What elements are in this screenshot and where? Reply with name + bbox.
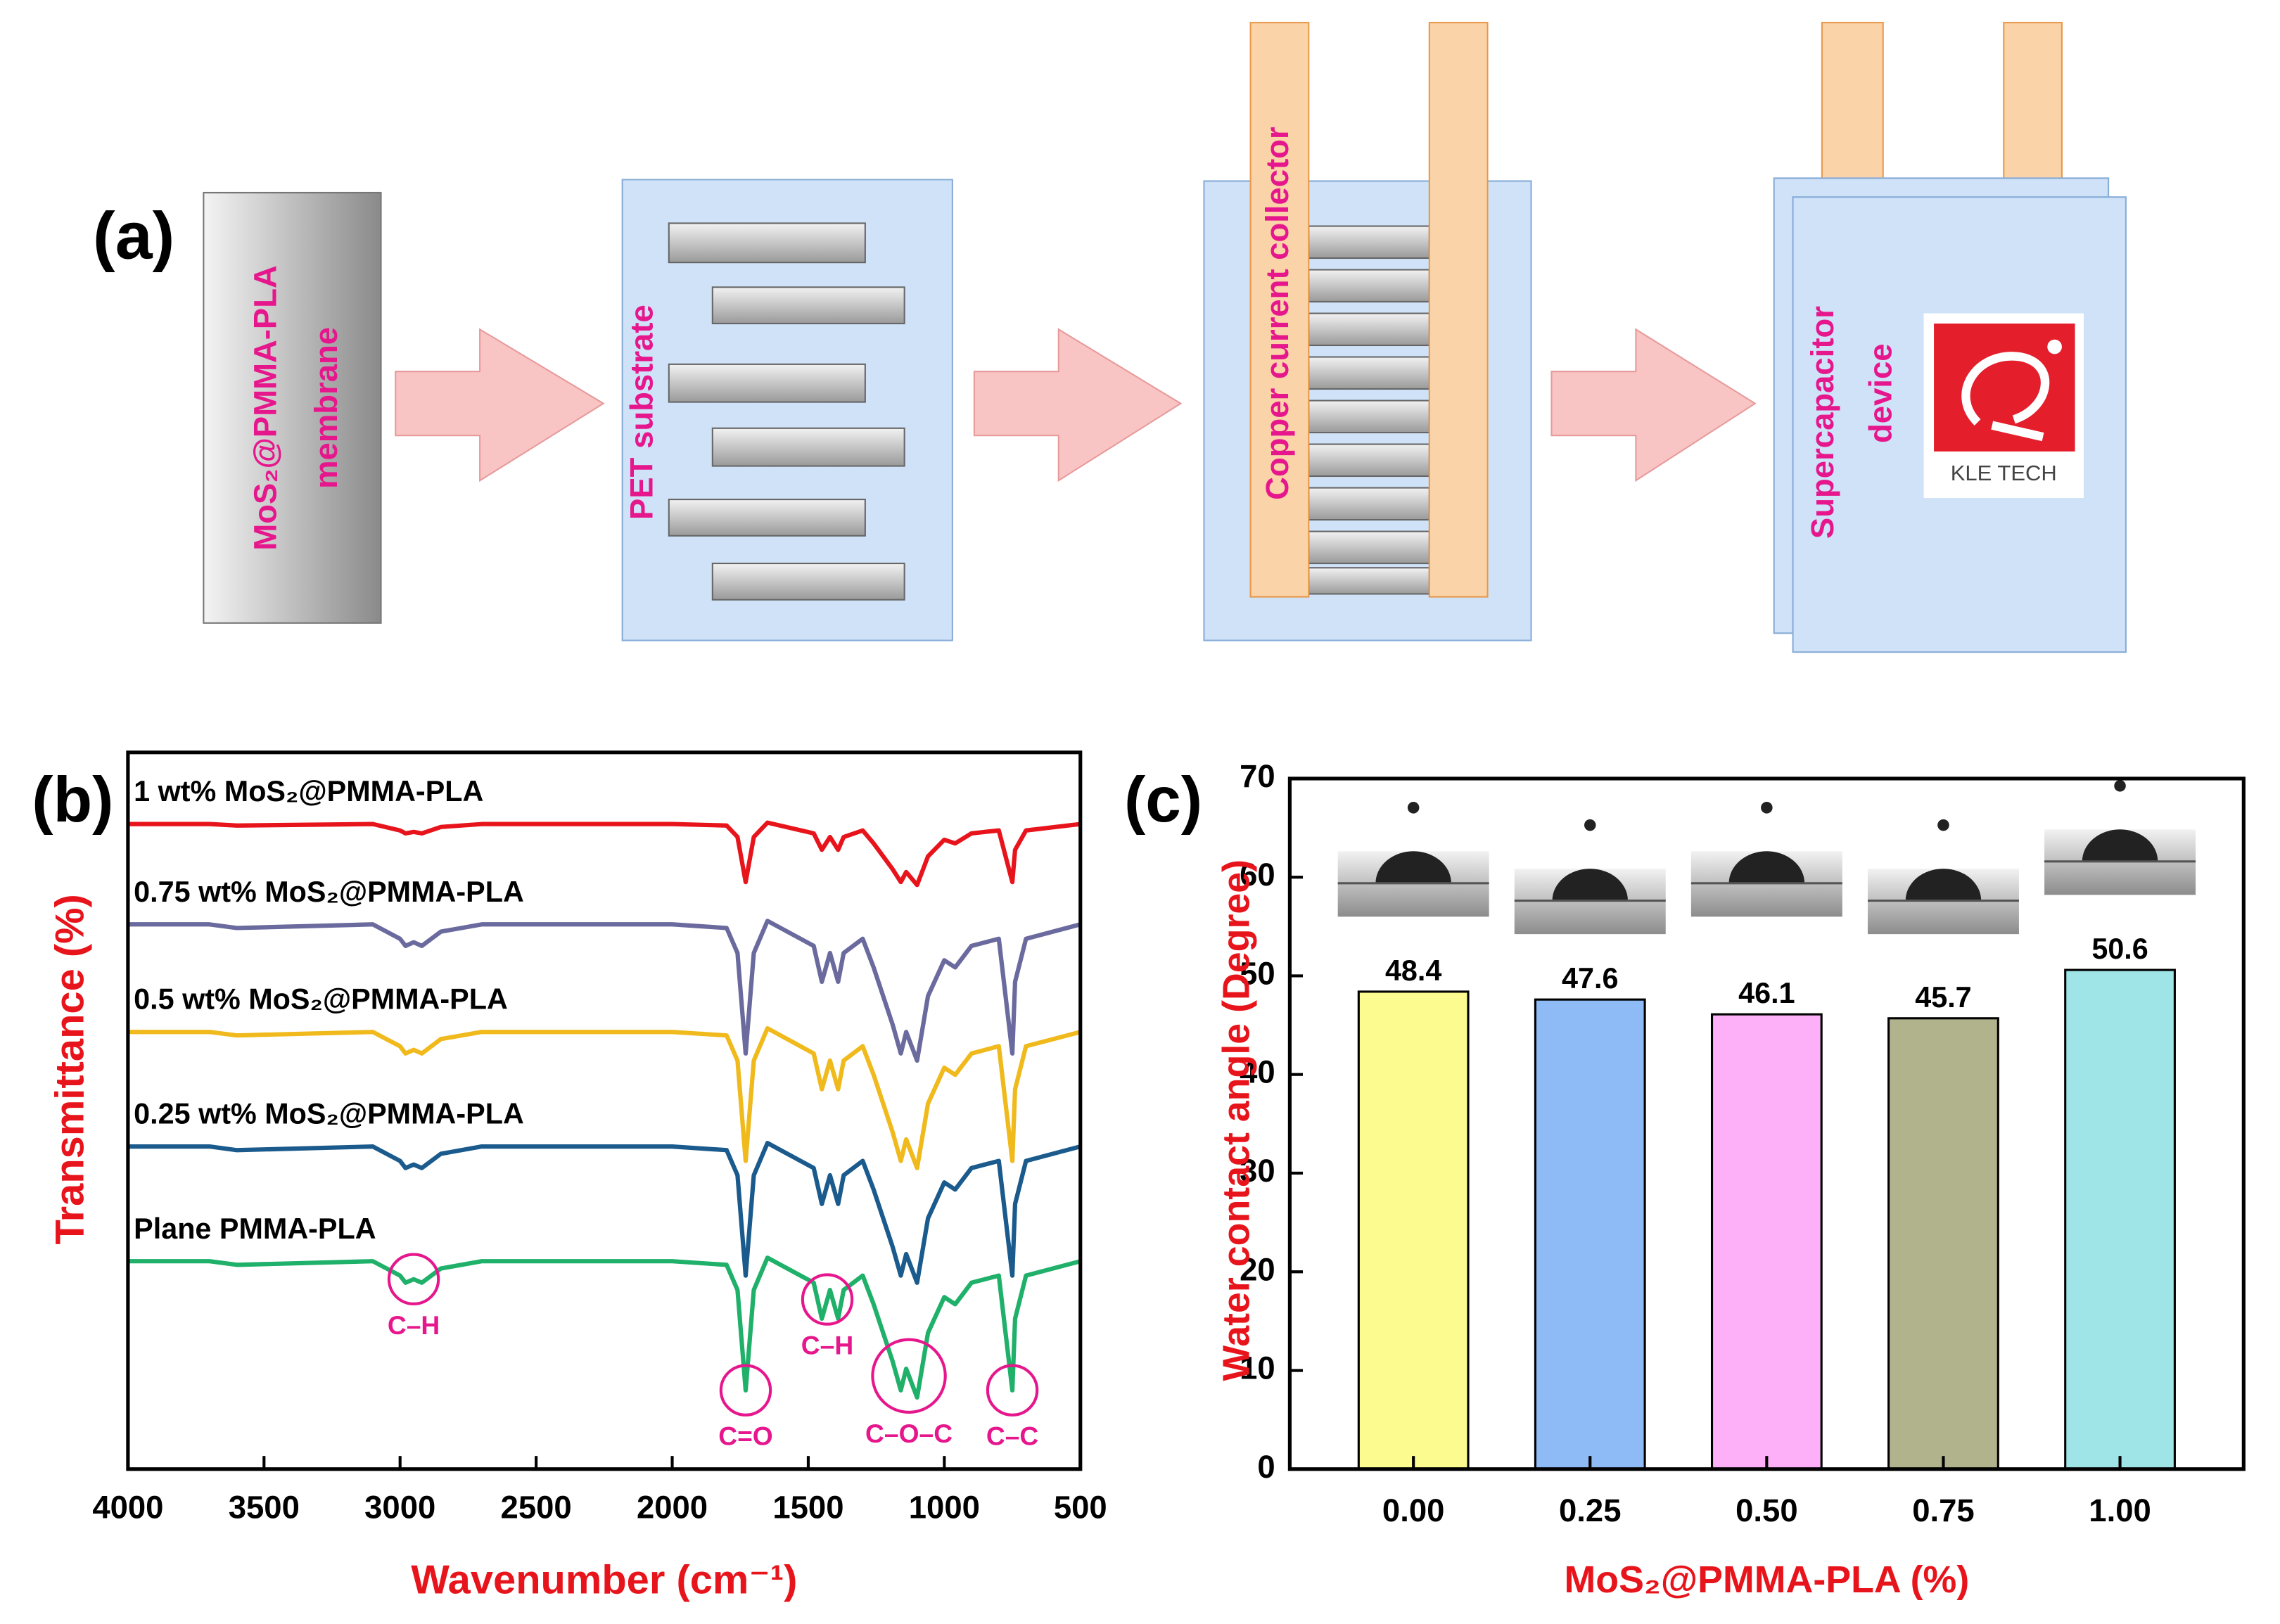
spectrum — [127, 919, 1081, 1063]
y-axis-label: Transmittance (%) — [48, 894, 93, 1244]
falling-drop — [1761, 802, 1773, 814]
logo-text: KLE TECH — [1951, 461, 2057, 485]
logo-dot — [2047, 339, 2062, 354]
x-tick-label: 0.00 — [1382, 1492, 1444, 1528]
value-label: 47.6 — [1562, 962, 1618, 995]
series-label: 0.25 wt% MoS₂@PMMA-PLA — [134, 1098, 524, 1130]
droplet — [1552, 869, 1629, 901]
droplet — [1905, 869, 1982, 901]
y-tick-label: 10 — [1240, 1350, 1275, 1386]
value-label: 45.7 — [1915, 981, 1971, 1014]
falling-drop — [1584, 819, 1596, 831]
logo-q — [1961, 352, 2050, 442]
x-tick-label: 3000 — [364, 1490, 435, 1526]
band-circle — [986, 1364, 1039, 1417]
band-circle — [871, 1338, 947, 1414]
x-tick-label: 2000 — [637, 1490, 708, 1526]
tab — [2003, 22, 2063, 198]
bar — [1534, 998, 1646, 1471]
y-tick-label: 20 — [1240, 1251, 1275, 1287]
value-label: 46.1 — [1738, 977, 1795, 1009]
spectrum — [127, 1025, 1081, 1170]
y-tick-label: 0 — [1257, 1449, 1275, 1485]
series-label: Plane PMMA-PLA — [134, 1213, 376, 1245]
y-axis-label: Water contact angle (Degree) — [1215, 859, 1257, 1381]
band-label: C–C — [986, 1421, 1038, 1451]
arrow — [973, 328, 1183, 482]
step-label: Supercapacitor — [1804, 306, 1840, 539]
copper-collector — [1428, 22, 1489, 598]
x-axis-label: MoS₂@PMMA-PLA (%) — [1564, 1559, 1969, 1601]
plot-frame — [1287, 776, 2246, 1471]
x-tick-label: 0.75 — [1912, 1492, 1975, 1528]
series-label: 0.5 wt% MoS₂@PMMA-PLA — [134, 983, 508, 1016]
x-tick-label: 500 — [1054, 1490, 1107, 1526]
x-tick-label: 2500 — [501, 1490, 572, 1526]
band-circle — [387, 1253, 440, 1305]
arrow — [395, 328, 605, 482]
arrow — [1550, 328, 1757, 482]
bar — [1357, 990, 1470, 1471]
y-tick-label: 50 — [1240, 955, 1275, 991]
x-tick-label: 0.50 — [1736, 1492, 1798, 1528]
x-tick-label: 4000 — [92, 1490, 163, 1526]
band-label: C=O — [718, 1421, 772, 1451]
falling-drop — [1407, 802, 1420, 814]
panel-label: (c) — [1124, 765, 1202, 836]
step-label: membrane — [308, 327, 344, 489]
electrodes — [668, 222, 905, 601]
y-tick-label: 70 — [1240, 758, 1275, 794]
falling-drop — [2114, 780, 2126, 792]
band-circle — [719, 1364, 772, 1417]
panel-label: (a) — [93, 198, 174, 273]
spectrum — [127, 1141, 1081, 1285]
plot-frame — [126, 750, 1083, 1471]
bar — [2064, 968, 2176, 1471]
x-tick-label: 0.25 — [1559, 1492, 1621, 1528]
y-tick-label: 60 — [1240, 857, 1275, 893]
band-label: C–H — [801, 1331, 853, 1360]
fingers — [1308, 225, 1430, 595]
x-tick-label: 1.00 — [2089, 1492, 2151, 1528]
band-label: C–H — [388, 1310, 440, 1340]
bar — [1710, 1013, 1823, 1471]
y-tick-label: 30 — [1240, 1153, 1275, 1189]
series-label: 1 wt% MoS₂@PMMA-PLA — [134, 775, 483, 807]
band-circle — [801, 1273, 854, 1326]
x-tick-label: 3500 — [229, 1490, 300, 1526]
series-label: 0.75 wt% MoS₂@PMMA-PLA — [134, 876, 524, 908]
tab — [1821, 22, 1884, 198]
step-label: PET substrate — [624, 305, 660, 520]
falling-drop — [1937, 819, 1949, 831]
droplet — [1728, 851, 1805, 883]
x-tick-label: 1500 — [772, 1490, 843, 1526]
value-label: 50.6 — [2091, 933, 2148, 965]
membrane — [203, 191, 382, 624]
step-label: Copper current collector — [1259, 127, 1295, 500]
schematic: (a) MoS₂@PMMA-PLA membrane PET substrate… — [93, 22, 2127, 653]
bar — [1887, 1017, 1999, 1471]
x-axis-label: Wavenumber (cm⁻¹) — [411, 1557, 797, 1602]
value-label: 48.4 — [1385, 954, 1441, 987]
step-label: MoS₂@PMMA-PLA — [247, 265, 283, 551]
spectrum — [127, 820, 1081, 888]
droplet — [2082, 829, 2158, 862]
step-label: device — [1863, 343, 1899, 443]
y-tick-label: 40 — [1240, 1054, 1275, 1090]
spectrum — [127, 1255, 1081, 1400]
x-tick-label: 1000 — [909, 1490, 980, 1526]
panel-label: (b) — [32, 765, 113, 836]
droplet — [1375, 851, 1451, 883]
copper-collector — [1249, 22, 1310, 598]
band-label: C–O–C — [865, 1419, 953, 1448]
